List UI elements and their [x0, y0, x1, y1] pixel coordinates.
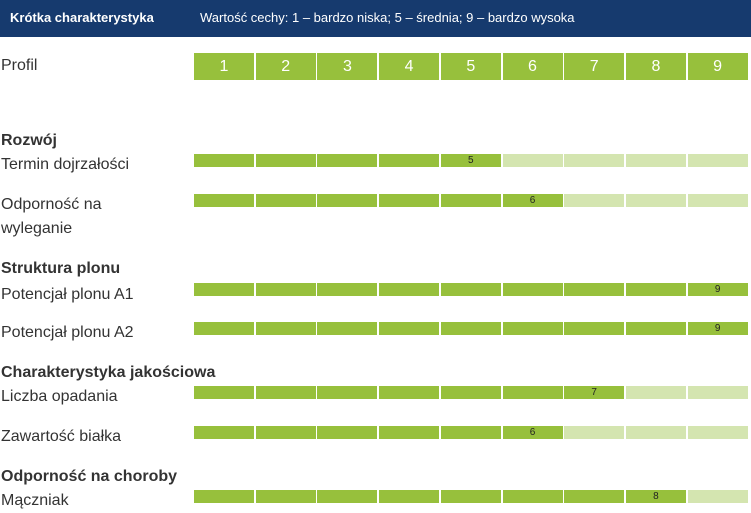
bar-segment: [379, 154, 440, 167]
bar-segment: [502, 490, 563, 503]
header-title: Krótka charakterystyka: [10, 10, 154, 25]
scale-tick-9: 9: [687, 53, 748, 80]
section-title: Rozwój: [1, 132, 57, 149]
bar-segment: [194, 283, 254, 296]
bar-segment: [255, 322, 316, 335]
bar-segment: [317, 426, 378, 439]
bar-segment: [440, 322, 501, 335]
trait-label: Odporność na wyleganie: [1, 196, 102, 237]
trait-label: Mączniak: [1, 492, 69, 509]
scale-legend: Wartość cechy: 1 – bardzo niska; 5 – śre…: [200, 10, 575, 25]
trait-label: Potencjał plonu A2: [1, 324, 134, 341]
trait-label: Termin dojrzałości: [1, 156, 130, 173]
bar-segment: [317, 386, 378, 399]
trait-label: Liczba opadania: [1, 388, 118, 405]
bar-segment: [379, 283, 440, 296]
bar-segment: [255, 386, 316, 399]
bar-segment: [440, 386, 501, 399]
bar-segment: [440, 490, 501, 503]
scale-tick-1: 1: [194, 53, 254, 80]
bar-segment: [317, 322, 378, 335]
bar-segment: [625, 426, 686, 439]
bar-segment: [255, 490, 316, 503]
scale-tick-7: 7: [564, 53, 625, 80]
bar-segment: [625, 322, 686, 335]
bar-segment: [194, 194, 254, 207]
bar-segment: [379, 386, 440, 399]
bar-segment: [255, 194, 316, 207]
bar-value-label: 9: [687, 283, 748, 296]
bar-value-label: 5: [440, 154, 501, 167]
bar-segment: [317, 154, 378, 167]
bar-segment: [194, 426, 254, 439]
bar-segment: [379, 194, 440, 207]
bar-segment: [687, 490, 748, 503]
bar-value-label: 9: [687, 322, 748, 335]
scale-tick-5: 5: [440, 53, 501, 80]
section-title: Charakterystyka jakościowa: [1, 364, 216, 381]
bar-segment: [625, 154, 686, 167]
header-bar: Krótka charakterystyka Wartość cechy: 1 …: [0, 0, 751, 37]
bar-segment: [317, 194, 378, 207]
profile-label: Profil: [1, 57, 38, 74]
section-title: Odporność na choroby: [1, 468, 178, 485]
section-title: Struktura plonu: [1, 260, 121, 277]
bar-value-label: 8: [625, 490, 686, 503]
bar-segment: [317, 490, 378, 503]
bar-segment: [194, 490, 254, 503]
scale-tick-3: 3: [317, 53, 378, 80]
bar-segment: [379, 426, 440, 439]
bar-value-label: 6: [502, 194, 563, 207]
bar-segment: [625, 386, 686, 399]
bar-segment: [194, 154, 254, 167]
bar-segment: [625, 283, 686, 296]
bar-segment: [379, 322, 440, 335]
bar-segment: [194, 322, 254, 335]
bar-segment: [564, 154, 625, 167]
bar-segment: [255, 283, 316, 296]
bar-value-label: 6: [502, 426, 563, 439]
trait-label: Potencjał plonu A1: [1, 286, 134, 303]
bar-segment: [564, 194, 625, 207]
bar-segment: [687, 426, 748, 439]
scale-tick-8: 8: [625, 53, 686, 80]
bar-segment: [502, 283, 563, 296]
bar-segment: [564, 490, 625, 503]
trait-label: Zawartość białka: [1, 428, 122, 445]
scale-tick-4: 4: [379, 53, 440, 80]
scale-tick-2: 2: [255, 53, 316, 80]
bar-segment: [564, 283, 625, 296]
bar-segment: [379, 490, 440, 503]
bar-segment: [255, 154, 316, 167]
bar-segment: [194, 386, 254, 399]
bar-segment: [440, 194, 501, 207]
bar-segment: [625, 194, 686, 207]
bar-segment: [317, 283, 378, 296]
bar-segment: [687, 194, 748, 207]
bar-segment: [687, 386, 748, 399]
bar-segment: [502, 322, 563, 335]
bar-value-label: 7: [564, 386, 625, 399]
bar-segment: [255, 426, 316, 439]
bar-segment: [564, 426, 625, 439]
bar-segment: [440, 283, 501, 296]
bar-segment: [564, 322, 625, 335]
bar-segment: [502, 386, 563, 399]
bar-segment: [502, 154, 563, 167]
bar-segment: [440, 426, 501, 439]
scale-tick-6: 6: [502, 53, 563, 80]
bar-segment: [687, 154, 748, 167]
